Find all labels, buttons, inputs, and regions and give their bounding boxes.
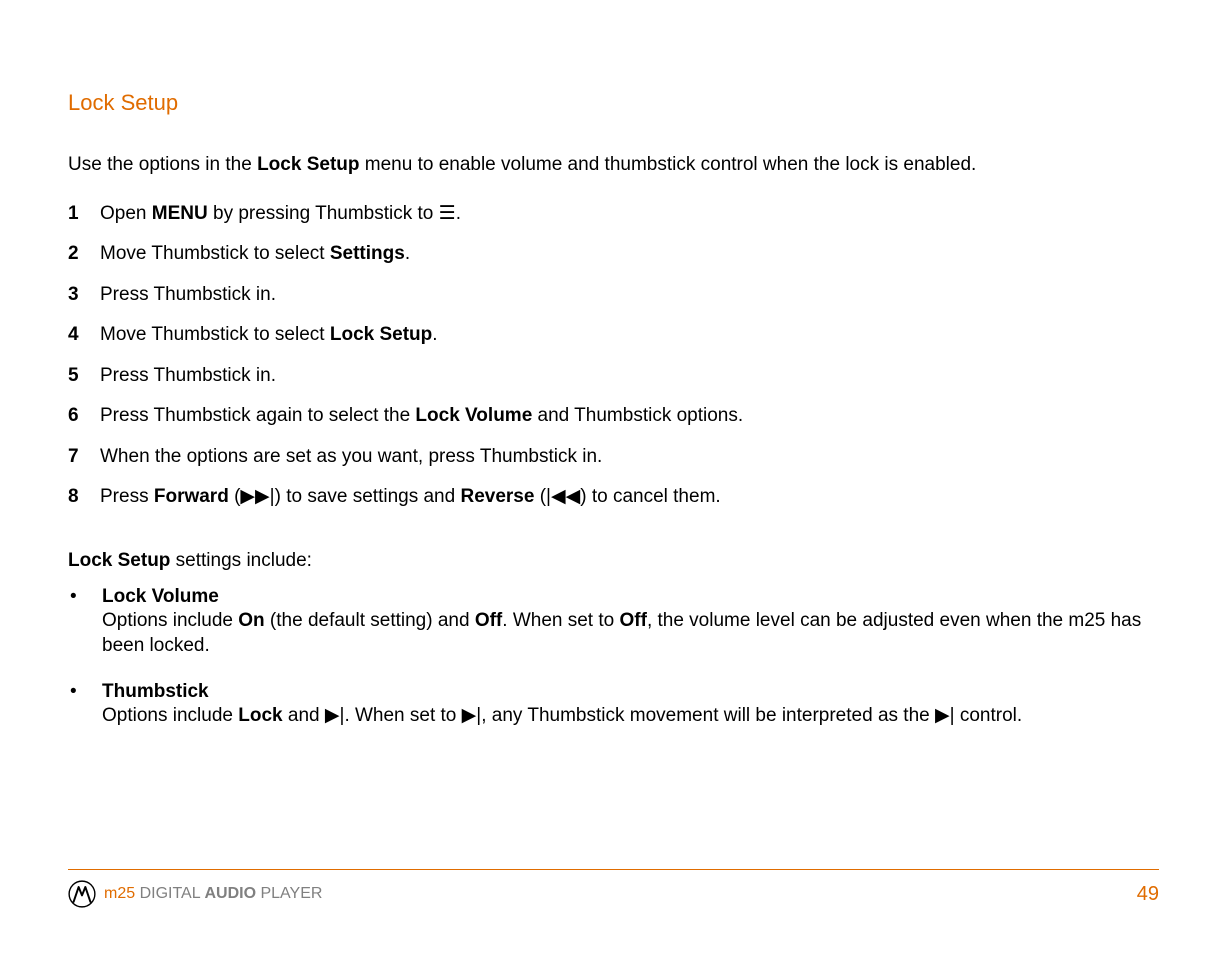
bold-text: Lock Volume xyxy=(415,405,532,426)
bullet-item: •Lock VolumeOptions include On (the defa… xyxy=(68,586,1159,659)
bullet-marker-icon: • xyxy=(68,681,102,729)
step-item: 2Move Thumbstick to select Settings. xyxy=(68,240,1159,269)
glyph-icon: ☰ xyxy=(439,203,456,224)
glyph-icon: ▶▶| xyxy=(240,486,274,507)
step-number: 2 xyxy=(68,240,100,269)
text: Press Thumbstick in. xyxy=(100,365,276,386)
footer-prefix: m25 xyxy=(104,885,135,902)
bold-text: Lock Setup xyxy=(68,550,170,571)
footer-suffix: PLAYER xyxy=(256,885,322,902)
step-text: Press Thumbstick in. xyxy=(100,281,1159,310)
intro-text-2: menu to enable volume and thumbstick con… xyxy=(359,154,976,175)
text: Options include xyxy=(102,610,238,631)
step-text: Open MENU by pressing Thumbstick to ☰. xyxy=(100,200,1159,229)
step-number: 6 xyxy=(68,402,100,431)
document-page: Lock Setup Use the options in the Lock S… xyxy=(0,0,1227,954)
glyph-icon: ▶| xyxy=(325,705,345,726)
text: ( xyxy=(229,486,241,507)
text: . When set to xyxy=(344,705,461,726)
text: and Thumbstick options. xyxy=(532,405,743,426)
bullet-marker-icon: • xyxy=(68,586,102,659)
bold-text: Lock Setup xyxy=(330,324,432,345)
step-number: 8 xyxy=(68,483,100,512)
step-number: 3 xyxy=(68,281,100,310)
footer-product-label: m25 DIGITAL AUDIO PLAYER xyxy=(104,885,322,903)
step-text: When the options are set as you want, pr… xyxy=(100,443,1159,472)
step-text: Press Thumbstick in. xyxy=(100,362,1159,391)
step-number: 7 xyxy=(68,443,100,472)
text: control. xyxy=(955,705,1023,726)
intro-paragraph: Use the options in the Lock Setup menu t… xyxy=(68,152,1159,178)
bullet-title: Lock Volume xyxy=(102,586,1159,608)
step-item: 7When the options are set as you want, p… xyxy=(68,443,1159,472)
bullet-description: Options include Lock and ▶|. When set to… xyxy=(102,703,1159,729)
bullet-body: ThumbstickOptions include Lock and ▶|. W… xyxy=(102,681,1159,729)
bold-text: Off xyxy=(475,610,502,631)
text: Move Thumbstick to select xyxy=(100,243,330,264)
glyph-icon: ▶| xyxy=(935,705,955,726)
text: (the default setting) and xyxy=(265,610,475,631)
bold-text: Off xyxy=(620,610,647,631)
page-footer: m25 DIGITAL AUDIO PLAYER 49 xyxy=(68,869,1159,908)
bold-text: Lock xyxy=(238,705,282,726)
text: . xyxy=(432,324,437,345)
text: Open xyxy=(100,203,152,224)
text: settings include: xyxy=(170,550,312,571)
step-text: Press Forward (▶▶|) to save settings and… xyxy=(100,483,1159,512)
bullet-description: Options include On (the default setting)… xyxy=(102,608,1159,659)
text: Press xyxy=(100,486,154,507)
text: Press Thumbstick again to select the xyxy=(100,405,415,426)
footer-left: m25 DIGITAL AUDIO PLAYER xyxy=(68,880,322,908)
bold-text: MENU xyxy=(152,203,208,224)
text: ) to cancel them. xyxy=(580,486,720,507)
bullet-body: Lock VolumeOptions include On (the defau… xyxy=(102,586,1159,659)
text: . xyxy=(405,243,410,264)
section-heading: Lock Setup xyxy=(68,90,1159,116)
step-item: 3Press Thumbstick in. xyxy=(68,281,1159,310)
motorola-logo-icon xyxy=(68,880,96,908)
text: ( xyxy=(534,486,546,507)
bullet-item: •ThumbstickOptions include Lock and ▶|. … xyxy=(68,681,1159,729)
bullet-list: •Lock VolumeOptions include On (the defa… xyxy=(68,586,1159,729)
text: . xyxy=(456,203,461,224)
step-text: Move Thumbstick to select Settings. xyxy=(100,240,1159,269)
step-text: Press Thumbstick again to select the Loc… xyxy=(100,402,1159,431)
bold-text: Reverse xyxy=(460,486,534,507)
text: Options include xyxy=(102,705,238,726)
step-list: 1Open MENU by pressing Thumbstick to ☰.2… xyxy=(68,200,1159,512)
text: ) to save settings and xyxy=(275,486,461,507)
footer-rule xyxy=(68,869,1159,870)
settings-subheading: Lock Setup settings include: xyxy=(68,550,1159,572)
text: Press Thumbstick in. xyxy=(100,284,276,305)
step-item: 5Press Thumbstick in. xyxy=(68,362,1159,391)
footer-mid: DIGITAL xyxy=(135,885,204,902)
bold-text: On xyxy=(238,610,264,631)
text: , any Thumbstick movement will be interp… xyxy=(481,705,935,726)
glyph-icon: ▶| xyxy=(462,705,482,726)
text: . When set to xyxy=(502,610,619,631)
step-number: 1 xyxy=(68,200,100,229)
step-number: 5 xyxy=(68,362,100,391)
text: Move Thumbstick to select xyxy=(100,324,330,345)
intro-text-1: Use the options in the xyxy=(68,154,257,175)
step-item: 6Press Thumbstick again to select the Lo… xyxy=(68,402,1159,431)
glyph-icon: |◀◀ xyxy=(546,486,580,507)
text: by pressing Thumbstick to xyxy=(208,203,439,224)
page-number: 49 xyxy=(1137,883,1159,906)
bold-text: Settings xyxy=(330,243,405,264)
step-text: Move Thumbstick to select Lock Setup. xyxy=(100,321,1159,350)
step-item: 4Move Thumbstick to select Lock Setup. xyxy=(68,321,1159,350)
bold-text: Forward xyxy=(154,486,229,507)
bullet-title: Thumbstick xyxy=(102,681,1159,703)
text: When the options are set as you want, pr… xyxy=(100,446,602,467)
intro-bold: Lock Setup xyxy=(257,154,359,175)
footer-row: m25 DIGITAL AUDIO PLAYER 49 xyxy=(68,880,1159,908)
step-item: 8Press Forward (▶▶|) to save settings an… xyxy=(68,483,1159,512)
text: and xyxy=(283,705,325,726)
footer-bold: AUDIO xyxy=(204,885,256,902)
step-number: 4 xyxy=(68,321,100,350)
step-item: 1Open MENU by pressing Thumbstick to ☰. xyxy=(68,200,1159,229)
